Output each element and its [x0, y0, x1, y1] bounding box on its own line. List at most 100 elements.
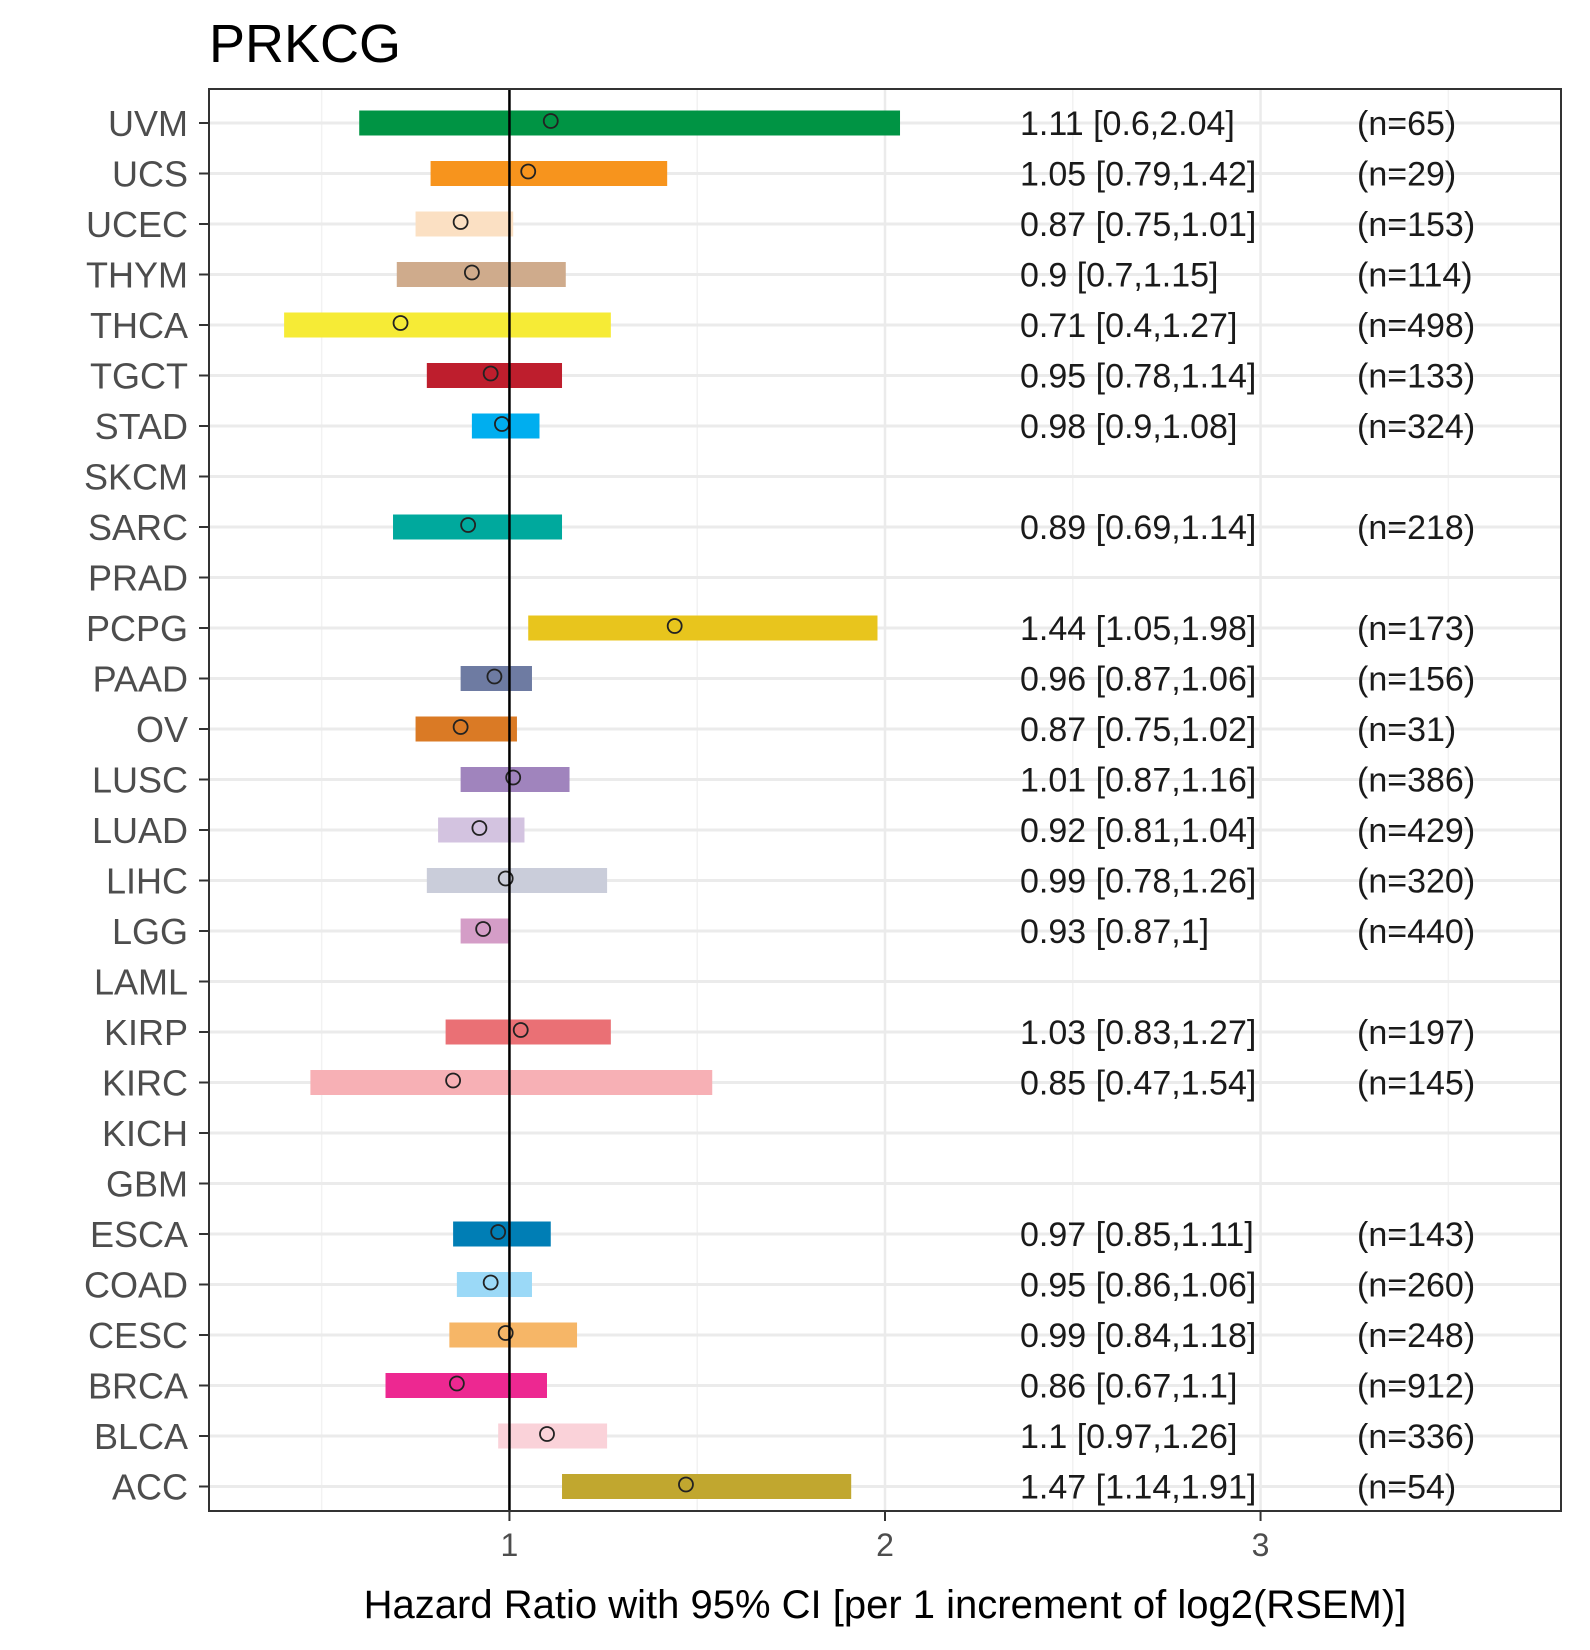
- y-label-brca: BRCA: [88, 1366, 188, 1407]
- hr-text-sarc: 0.89 [0.69,1.14]: [1020, 509, 1256, 547]
- y-label-prad: PRAD: [88, 558, 188, 599]
- hr-point-sarc: [460, 517, 477, 533]
- n-text-ov: (n=31): [1357, 711, 1456, 749]
- n-text-uvm: (n=65): [1357, 105, 1456, 143]
- hr-point-lihc: [497, 870, 514, 887]
- x-tick-label: 1: [501, 1527, 519, 1563]
- hr-point-kirp: [512, 1022, 529, 1038]
- hr-text-lusc: 1.01 [0.87,1.16]: [1020, 762, 1256, 800]
- hr-point-tgct: [482, 365, 499, 382]
- n-text-thca: (n=498): [1357, 307, 1475, 345]
- n-text-lihc: (n=320): [1357, 863, 1475, 901]
- hr-point-ucec: [452, 214, 469, 230]
- hr-text-ucec: 0.87 [0.75,1.01]: [1020, 206, 1256, 244]
- y-label-paad: PAAD: [93, 659, 188, 700]
- hr-point-coad: [482, 1274, 499, 1291]
- hr-point-thca: [392, 315, 409, 331]
- n-text-kirc: (n=145): [1357, 1065, 1475, 1103]
- x-tick-label: 3: [1252, 1527, 1270, 1563]
- ci-bar-ov: [415, 716, 517, 742]
- hr-text-lihc: 0.99 [0.78,1.26]: [1020, 863, 1256, 901]
- y-labels: UVM UCS UCEC THYM THCA TGCT STAD SKCM SARC PRAD PC…: [84, 103, 209, 1508]
- ci-bar-sarc: [393, 514, 563, 540]
- chart-title: PRKCG: [209, 14, 401, 74]
- hr-text-stad: 0.98 [0.9,1.08]: [1020, 408, 1237, 446]
- y-label-kirp: KIRP: [104, 1012, 188, 1053]
- hr-point-blca: [539, 1426, 555, 1442]
- hr-point-kirc: [445, 1072, 462, 1089]
- hr-text-esca: 0.97 [0.85,1.11]: [1020, 1216, 1254, 1254]
- y-label-thca: THCA: [90, 305, 188, 346]
- hr-point-lgg: [475, 921, 492, 937]
- n-text-kirp: (n=197): [1357, 1014, 1475, 1052]
- y-label-luad: LUAD: [92, 810, 188, 851]
- y-label-pcpg: PCPG: [86, 608, 188, 649]
- x-ticks: 1 2 3: [501, 1511, 1270, 1563]
- n-text-lusc: (n=386): [1357, 762, 1475, 800]
- ci-bar-thca: [284, 312, 611, 338]
- hr-text-tgct: 0.95 [0.78,1.14]: [1020, 358, 1256, 396]
- n-text-paad: (n=156): [1357, 661, 1475, 699]
- y-label-ucs: UCS: [112, 154, 188, 195]
- y-label-uvm: UVM: [108, 103, 188, 144]
- ci-bar-lihc: [426, 868, 608, 893]
- y-label-thym: THYM: [86, 255, 188, 296]
- n-text-acc: (n=54): [1357, 1469, 1456, 1507]
- n-text-thym: (n=114): [1357, 257, 1473, 295]
- hr-text-coad: 0.95 [0.86,1.06]: [1020, 1267, 1256, 1305]
- y-label-tgct: TGCT: [90, 356, 188, 397]
- y-label-kich: KICH: [102, 1113, 188, 1154]
- n-text-tgct: (n=133): [1357, 358, 1475, 396]
- y-label-kirc: KIRC: [102, 1063, 188, 1104]
- ci-bar-ucs: [430, 161, 668, 186]
- ci-bar-acc: [562, 1474, 852, 1499]
- n-text-ucec: (n=153): [1357, 206, 1475, 244]
- n-text-ucs: (n=29): [1357, 156, 1456, 194]
- y-label-acc: ACC: [112, 1467, 188, 1508]
- hr-point-ucs: [520, 163, 537, 180]
- y-label-ucec: UCEC: [86, 204, 188, 245]
- n-text-esca: (n=143): [1357, 1216, 1475, 1254]
- hr-point-acc: [678, 1476, 694, 1493]
- hr-text-blca: 1.1 [0.97,1.26]: [1020, 1418, 1237, 1456]
- bars-layer: [284, 110, 901, 1499]
- hr-point-lusc: [505, 769, 522, 786]
- hr-text-brca: 0.86 [0.67,1.1]: [1020, 1368, 1237, 1406]
- annotations: 1.11 [0.6,2.04] (n=65) 1.05 [0.79,1.42] (n=…: [1020, 105, 1475, 1507]
- n-text-blca: (n=336): [1357, 1418, 1475, 1456]
- n-text-coad: (n=260): [1357, 1267, 1475, 1305]
- ci-bar-brca: [385, 1373, 547, 1398]
- hr-text-luad: 0.92 [0.81,1.04]: [1020, 812, 1256, 850]
- hr-text-kirp: 1.03 [0.83,1.27]: [1020, 1014, 1256, 1052]
- hr-point-uvm: [542, 113, 559, 129]
- n-text-pcpg: (n=173): [1357, 610, 1475, 648]
- y-label-blca: BLCA: [94, 1416, 188, 1457]
- n-text-luad: (n=429): [1357, 812, 1475, 850]
- y-label-lgg: LGG: [112, 911, 188, 952]
- y-label-stad: STAD: [95, 406, 188, 447]
- hr-text-pcpg: 1.44 [1.05,1.98]: [1020, 610, 1256, 648]
- ci-bar-blca: [498, 1423, 608, 1449]
- hr-point-luad: [471, 820, 488, 836]
- y-label-lusc: LUSC: [92, 760, 188, 801]
- hr-text-acc: 1.47 [1.14,1.91]: [1020, 1469, 1256, 1507]
- hr-text-uvm: 1.11 [0.6,2.04]: [1020, 105, 1235, 143]
- y-label-skcm: SKCM: [84, 457, 188, 498]
- y-label-cesc: CESC: [88, 1315, 188, 1356]
- hr-text-thca: 0.71 [0.4,1.27]: [1020, 307, 1237, 345]
- y-label-esca: ESCA: [90, 1214, 188, 1255]
- x-tick-label: 2: [876, 1527, 894, 1563]
- y-label-sarc: SARC: [88, 507, 188, 548]
- y-label-laml: LAML: [94, 962, 188, 1003]
- ci-bar-kirc: [310, 1070, 713, 1095]
- hr-point-pcpg: [666, 618, 683, 634]
- hr-point-brca: [448, 1375, 465, 1392]
- x-axis-label: Hazard Ratio with 95% CI [per 1 incremen…: [364, 1583, 1407, 1627]
- n-text-lgg: (n=440): [1357, 913, 1475, 951]
- n-text-brca: (n=912): [1357, 1368, 1475, 1406]
- hr-text-kirc: 0.85 [0.47,1.54]: [1020, 1065, 1256, 1103]
- hr-text-cesc: 0.99 [0.84,1.18]: [1020, 1317, 1256, 1355]
- ci-bar-uvm: [359, 110, 901, 136]
- n-text-sarc: (n=218): [1357, 509, 1475, 547]
